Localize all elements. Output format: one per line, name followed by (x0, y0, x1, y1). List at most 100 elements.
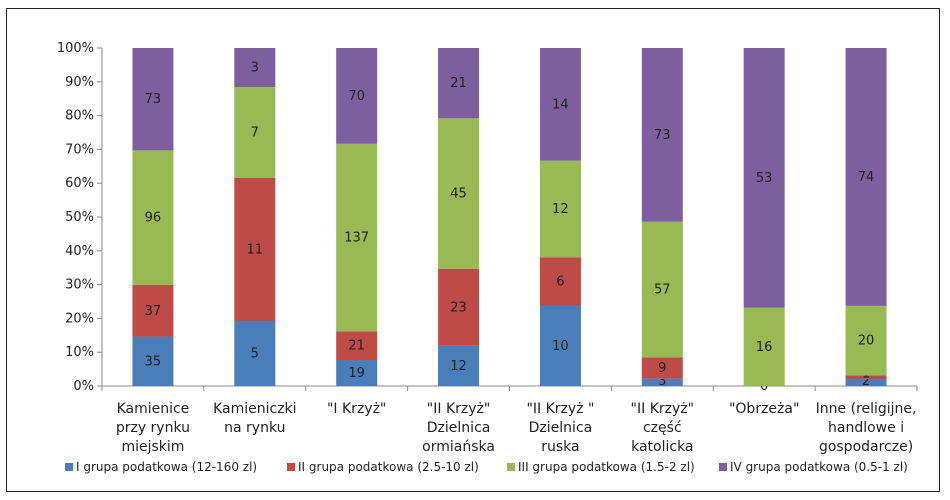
data-label: 11 (247, 243, 264, 258)
data-label: 3 (658, 374, 666, 389)
bar-segment (845, 375, 887, 380)
data-label: 16 (756, 340, 773, 355)
legend-swatch (287, 463, 295, 471)
bar-segment (336, 331, 378, 360)
chart-frame: 0% 10% 20% 30% 40% 50% 60% 70% 80% 90% 100% 35 37 96 7… (6, 8, 940, 492)
y-tick-label: 50% (65, 210, 94, 225)
bar-segment (438, 48, 480, 119)
bar-segment (845, 48, 887, 306)
data-label: 20 (858, 334, 875, 349)
bar-segment (539, 160, 581, 258)
data-label: 137 (344, 231, 369, 246)
bar-segment (234, 87, 276, 178)
x-tick-label: ruska (541, 439, 579, 455)
x-tick-label: Dzielnica (427, 420, 491, 436)
x-tick-label: Inne (religijne, (816, 401, 917, 417)
y-tick-label: 90% (65, 75, 94, 90)
data-label: 35 (145, 354, 162, 369)
bar-segment (234, 321, 276, 386)
data-label: 23 (450, 300, 467, 315)
x-tick-label: miejskim (121, 439, 184, 455)
bar-segment (132, 150, 174, 286)
bar-segment (438, 118, 480, 269)
data-label: 70 (348, 89, 365, 104)
data-label: 37 (145, 304, 162, 319)
legend-swatch (507, 463, 515, 471)
x-tick-label: handlowe i (828, 420, 904, 436)
y-tick-label: 20% (65, 311, 94, 326)
x-tick-label: przy rynku (116, 420, 190, 436)
data-label: 21 (348, 339, 365, 354)
y-tick-label: 30% (65, 278, 94, 293)
y-tick-label: 60% (65, 176, 94, 191)
data-label: 57 (654, 283, 671, 298)
x-tick-label: Kamienice (117, 401, 190, 417)
bar-segment (641, 48, 683, 222)
bar-segment (539, 305, 581, 386)
y-tick-label: 10% (65, 345, 94, 360)
y-tick-label: 0% (73, 379, 94, 394)
data-label: 45 (450, 187, 467, 202)
data-label: 0 (760, 379, 768, 394)
legend-label: II grupa podatkowa (2.5-10 zl) (298, 460, 479, 474)
legend-label: III grupa podatkowa (1.5-2 zl) (518, 460, 695, 474)
bar-segment (336, 360, 378, 386)
x-tick-label: ormiańska (422, 439, 495, 455)
x-tick-label: część (643, 420, 682, 436)
data-label: 5 (251, 347, 259, 362)
bar-segment (132, 48, 174, 151)
bar-segment (845, 379, 887, 386)
bar-segment (539, 257, 581, 306)
legend-swatch (719, 463, 727, 471)
x-tick-label: Kamieniczki (213, 401, 296, 417)
x-tick-label: "II Krzyż" (427, 401, 491, 417)
x-tick-label: "Obrzeża" (729, 401, 799, 417)
legend-swatch (65, 463, 73, 471)
data-label: 7 (251, 126, 259, 141)
data-label: 21 (450, 76, 467, 91)
x-tick-label: katolicka (631, 439, 693, 455)
data-label: 10 (552, 339, 569, 354)
bar-segment (743, 307, 785, 386)
y-tick-label: 80% (65, 109, 94, 124)
data-label: 74 (858, 170, 875, 185)
x-tick-label: Dzielnica (529, 420, 593, 436)
y-tick-label: 40% (65, 244, 94, 259)
bar-segment (641, 357, 683, 379)
x-tick-label: "II Krzyż" (631, 401, 695, 417)
bar-segment (438, 345, 480, 386)
x-tick-label: gospodarcze) (819, 439, 913, 455)
data-label: 19 (348, 366, 365, 381)
bar-segment (336, 143, 378, 332)
data-label: 2 (862, 374, 870, 389)
bar-segment (132, 285, 174, 337)
bar-segment (845, 305, 887, 376)
x-tick-label: "II Krzyż " (526, 401, 594, 417)
legend-label: I grupa podatkowa (12-160 zl) (76, 460, 257, 474)
data-label: 53 (756, 171, 773, 186)
bar-segment (336, 48, 378, 144)
legend-label: IV grupa podatkowa (0.5-1 zl) (730, 460, 908, 474)
data-label: 6 (556, 274, 564, 289)
data-label: 12 (552, 202, 569, 217)
bar-segment (539, 48, 581, 161)
stacked-bar-chart: 0%10%20%30%40%50%60%70%80%90%100%3537967… (57, 41, 918, 474)
x-tick-label: "I Krzyż" (327, 401, 386, 417)
data-label: 3 (251, 61, 259, 76)
bar-segment (743, 48, 785, 308)
data-label: 96 (145, 211, 162, 226)
bar-segment (641, 221, 683, 358)
y-tick-label: 100% (57, 41, 94, 56)
x-tick-label: na rynku (224, 420, 285, 436)
bar-segment (132, 336, 174, 386)
data-label: 14 (552, 97, 569, 112)
data-label: 73 (654, 128, 671, 143)
bar-segment (234, 48, 276, 87)
bar-segment (641, 378, 683, 386)
bar-segment (234, 178, 276, 321)
y-tick-label: 70% (65, 142, 94, 157)
data-label: 12 (450, 359, 467, 374)
bar-segment (438, 268, 480, 346)
data-label: 9 (658, 361, 666, 376)
data-label: 73 (145, 92, 162, 107)
